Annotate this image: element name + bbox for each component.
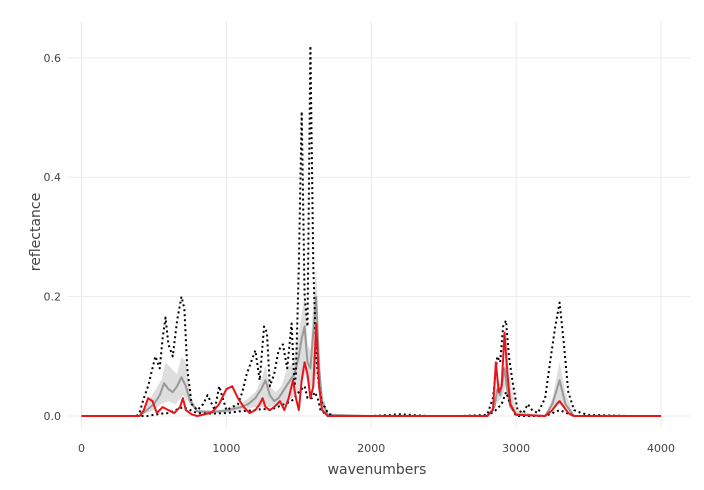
y-tick-label: 0.6 — [44, 52, 62, 65]
y-tick-label: 0.2 — [44, 291, 62, 304]
x-tick-label: 1000 — [212, 442, 240, 455]
plot-area — [81, 44, 662, 418]
y-axis-title: reflectance — [28, 193, 44, 271]
highlight-line — [81, 322, 662, 418]
y-tick-label: 0.4 — [44, 171, 62, 184]
y-axis-ticks: 0.0 0.2 0.4 0.6 — [44, 52, 62, 423]
x-axis-ticks: 0 1000 2000 3000 4000 — [78, 442, 675, 455]
y-tick-label: 0.0 — [44, 410, 62, 423]
x-axis-title: wavenumbers — [328, 462, 427, 478]
x-tick-label: 4000 — [647, 442, 675, 455]
x-tick-label: 0 — [78, 442, 85, 455]
x-tick-label: 2000 — [357, 442, 385, 455]
x-tick-label: 3000 — [502, 442, 530, 455]
